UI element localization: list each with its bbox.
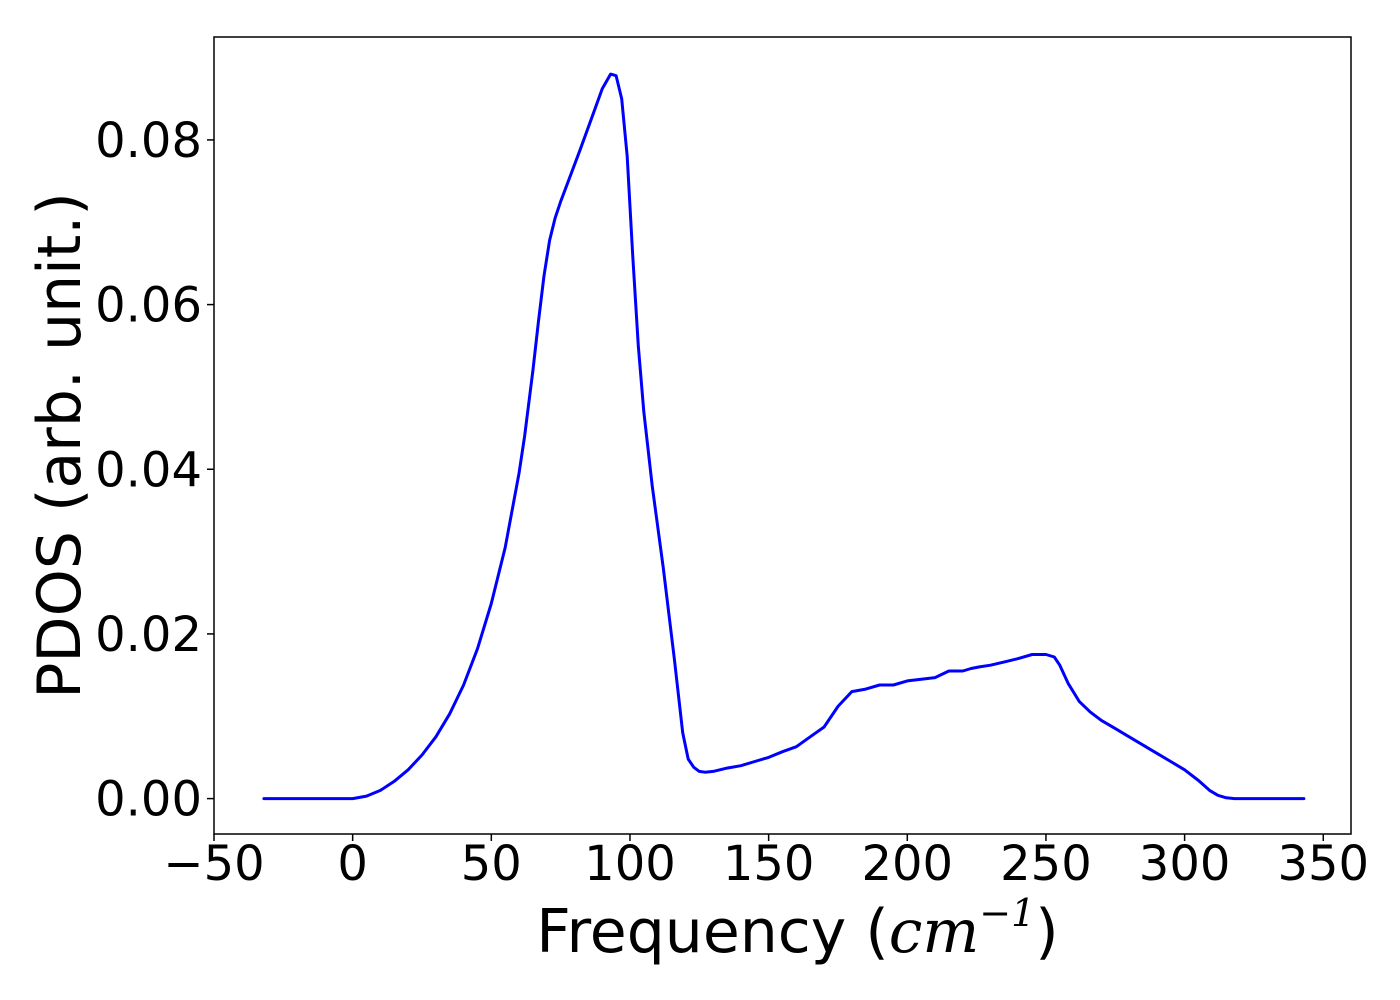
plot-layer	[262, 72, 1306, 801]
x-axis-label-unit: cm	[889, 897, 980, 967]
x-tick-label: 250	[1000, 836, 1092, 892]
x-tick-label: −50	[163, 836, 264, 892]
y-tick-label: 0.08	[95, 113, 202, 169]
plot-frame	[213, 36, 1352, 835]
x-axis: −50 0 50 100 150 200 250 300 350	[163, 834, 1369, 892]
y-axis: 0.00 0.02 0.04 0.06 0.08	[95, 113, 214, 828]
x-axis-label-exponent: −1	[979, 891, 1035, 935]
x-tick-label: 50	[461, 836, 522, 892]
x-axis-label-prefix: Frequency (	[536, 897, 888, 967]
x-tick-label: 300	[1139, 836, 1231, 892]
y-axis-label: PDOS (arb. unit.)	[25, 192, 95, 699]
x-axis-label: Frequency (cm−1)	[536, 891, 1058, 967]
y-tick-label: 0.02	[95, 607, 202, 663]
y-tick-label: 0.06	[95, 278, 202, 334]
x-axis-label-suffix: )	[1035, 897, 1058, 967]
x-tick-label: 350	[1277, 836, 1369, 892]
x-tick-label: 0	[337, 836, 368, 892]
x-tick-label: 200	[861, 836, 953, 892]
series-line-0	[262, 72, 1306, 801]
y-tick-label: 0.00	[95, 772, 202, 828]
x-tick-label: 100	[584, 836, 676, 892]
x-tick-label: 150	[723, 836, 815, 892]
y-tick-label: 0.04	[95, 442, 202, 498]
